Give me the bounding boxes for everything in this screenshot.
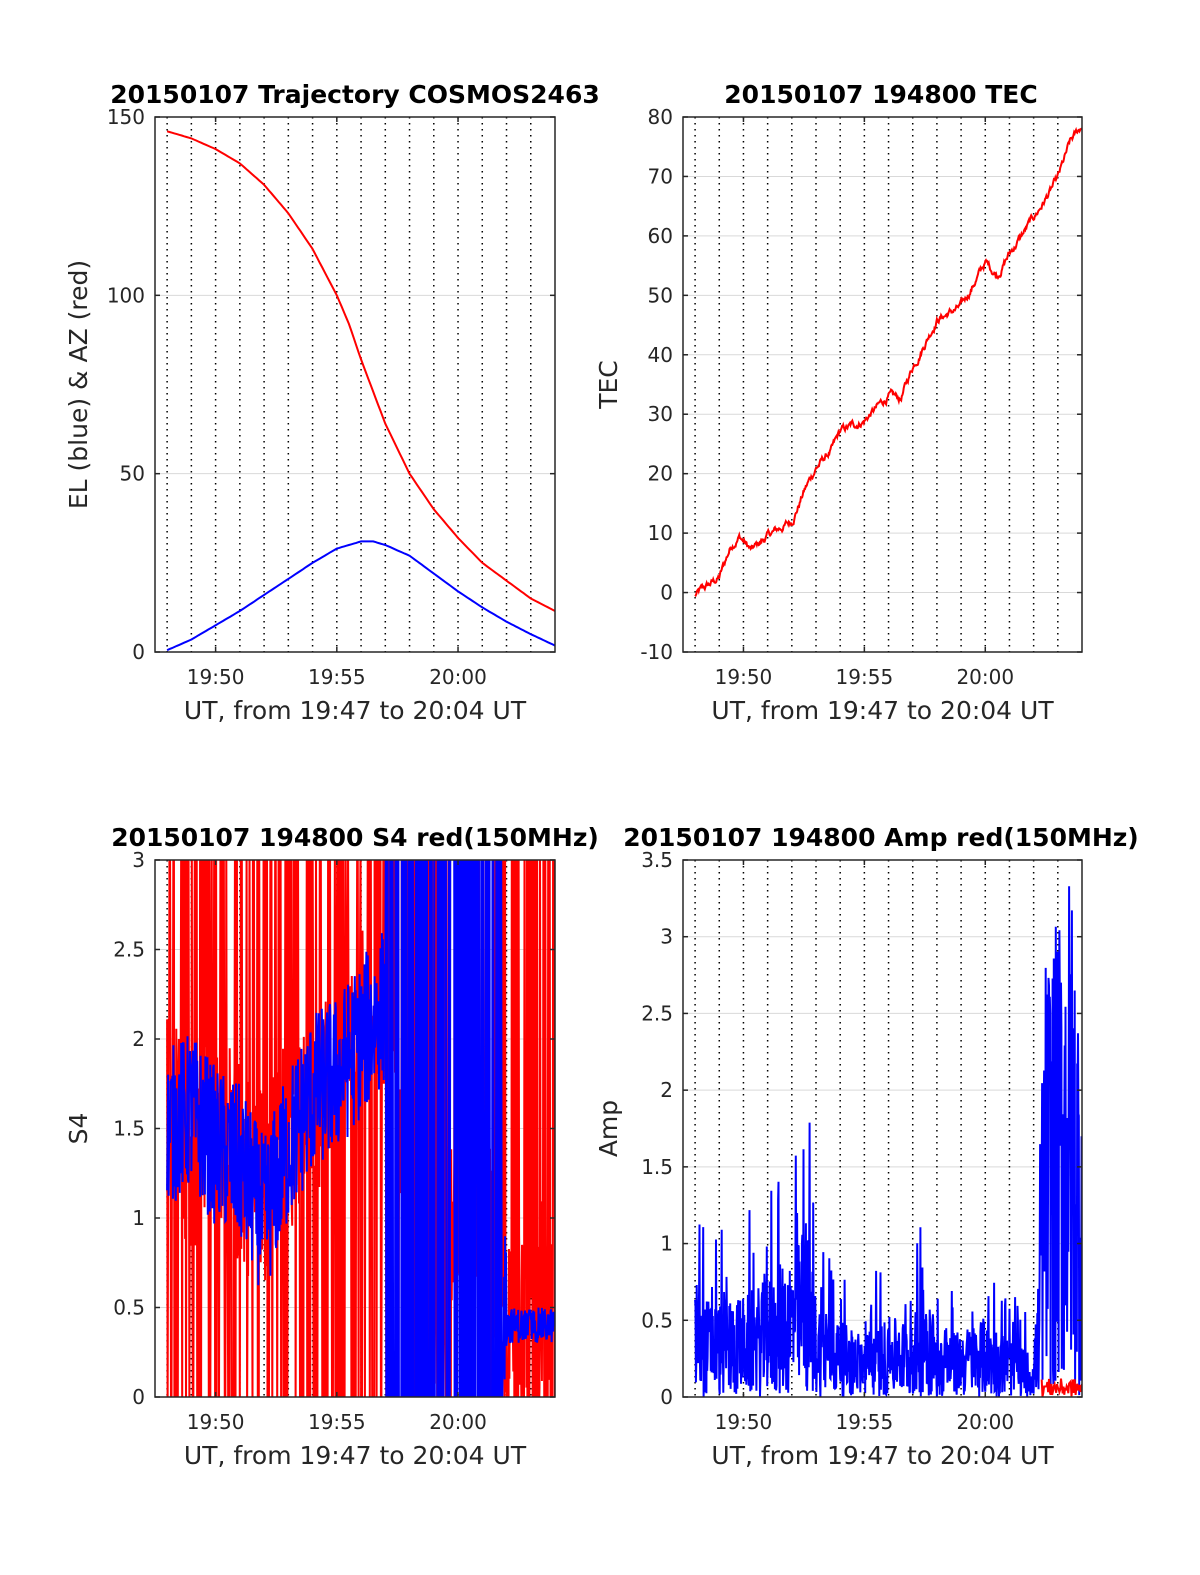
- y-tick-label: -10: [640, 640, 673, 664]
- y-tick-label: 0: [132, 1385, 145, 1409]
- chart-title: 20150107 194800 Amp red(150MHz): [623, 823, 1139, 852]
- y-tick-label: 3: [660, 925, 673, 949]
- y-tick-label: 1: [660, 1232, 673, 1256]
- y-tick-label: 40: [648, 343, 673, 367]
- series-group: [694, 126, 1082, 598]
- y-tick-label: 150: [107, 105, 145, 129]
- y-tick-label: 50: [120, 462, 145, 486]
- y-tick-label: 1: [132, 1206, 145, 1230]
- chart-panel-2: -10 0 10 20 30 40 50 60 70 80 19:50 19:55 20:00 20150…: [594, 80, 1083, 725]
- series-group: [166, 860, 555, 1397]
- x-tick-label: 20:00: [956, 665, 1014, 689]
- x-tick-label: 19:55: [836, 665, 894, 689]
- chart-panel-1: 0 50 100 150 19:50 19:55 20:00 20150107 Traject…: [64, 80, 600, 725]
- chart-panel-3: 0 0.5 1 1.5 2 2.5 3 19:50 19:55 20:00 20150107 194…: [64, 823, 599, 1470]
- y-axis-label: EL (blue) & AZ (red): [64, 260, 93, 509]
- y-tick-label: 100: [107, 283, 145, 307]
- series-line: [694, 886, 1082, 1397]
- y-tick-label: 70: [648, 164, 673, 188]
- y-tick-label: 0.5: [113, 1296, 145, 1320]
- y-tick-label: 2: [132, 1027, 145, 1051]
- y-tick-label: 30: [648, 402, 673, 426]
- chart-title: 20150107 194800 TEC: [724, 80, 1037, 109]
- axes-frame: [682, 116, 1083, 653]
- y-tick-label: 60: [648, 224, 673, 248]
- chart-panel-4: 0 0.5 1 1.5 2 2.5 3 3.5 19:50 19:55 20:00 20150107 …: [594, 823, 1139, 1470]
- y-tick-label: 50: [648, 283, 673, 307]
- y-axis-label: Amp: [594, 1100, 623, 1157]
- x-tick-label: 19:55: [308, 665, 366, 689]
- x-tick-label: 19:55: [308, 1410, 366, 1434]
- y-tick-label: 0: [660, 1385, 673, 1409]
- y-tick-label: 3: [132, 848, 145, 872]
- y-tick-label: 2.5: [113, 938, 145, 962]
- y-tick-label: 0: [660, 581, 673, 605]
- y-tick-label: 1.5: [113, 1117, 145, 1141]
- x-tick-label: 19:50: [715, 1410, 773, 1434]
- series-line: [166, 860, 555, 1397]
- x-axis-label: UT, from 19:47 to 20:04 UT: [184, 1441, 527, 1470]
- series-line: [166, 540, 555, 652]
- y-tick-label: 0: [132, 640, 145, 664]
- x-axis-label: UT, from 19:47 to 20:04 UT: [184, 696, 527, 725]
- x-tick-label: 20:00: [956, 1410, 1014, 1434]
- y-tick-label: 1.5: [641, 1155, 673, 1179]
- y-axis-label: TEC: [594, 360, 623, 410]
- chart-title: 20150107 194800 S4 red(150MHz): [111, 823, 599, 852]
- y-tick-label: 0.5: [641, 1308, 673, 1332]
- x-tick-label: 19:50: [715, 665, 773, 689]
- chart-title: 20150107 Trajectory COSMOS2463: [110, 80, 600, 109]
- x-axis-label: UT, from 19:47 to 20:04 UT: [711, 1441, 1054, 1470]
- y-tick-label: 2: [660, 1078, 673, 1102]
- y-axis-label: S4: [64, 1113, 93, 1145]
- series-group: [166, 130, 555, 652]
- plot-area: [155, 117, 555, 652]
- series-line-red: [1040, 1378, 1082, 1397]
- x-axis-label: UT, from 19:47 to 20:04 UT: [711, 696, 1054, 725]
- x-tick-label: 19:55: [836, 1410, 894, 1434]
- series-line: [166, 130, 555, 612]
- y-tick-label: 3.5: [641, 848, 673, 872]
- y-tick-label: 10: [648, 521, 673, 545]
- axes-frame: [682, 859, 1083, 1398]
- x-tick-label: 19:50: [187, 665, 245, 689]
- y-tick-label: 80: [648, 105, 673, 129]
- x-tick-label: 19:50: [187, 1410, 245, 1434]
- series-line: [694, 126, 1082, 598]
- plot-area: [683, 117, 1082, 652]
- y-tick-label: 2.5: [641, 1001, 673, 1025]
- axes-frame: [154, 116, 556, 653]
- x-tick-label: 20:00: [429, 665, 487, 689]
- series-group: [694, 886, 1082, 1397]
- y-tick-label: 20: [648, 462, 673, 486]
- x-tick-label: 20:00: [429, 1410, 487, 1434]
